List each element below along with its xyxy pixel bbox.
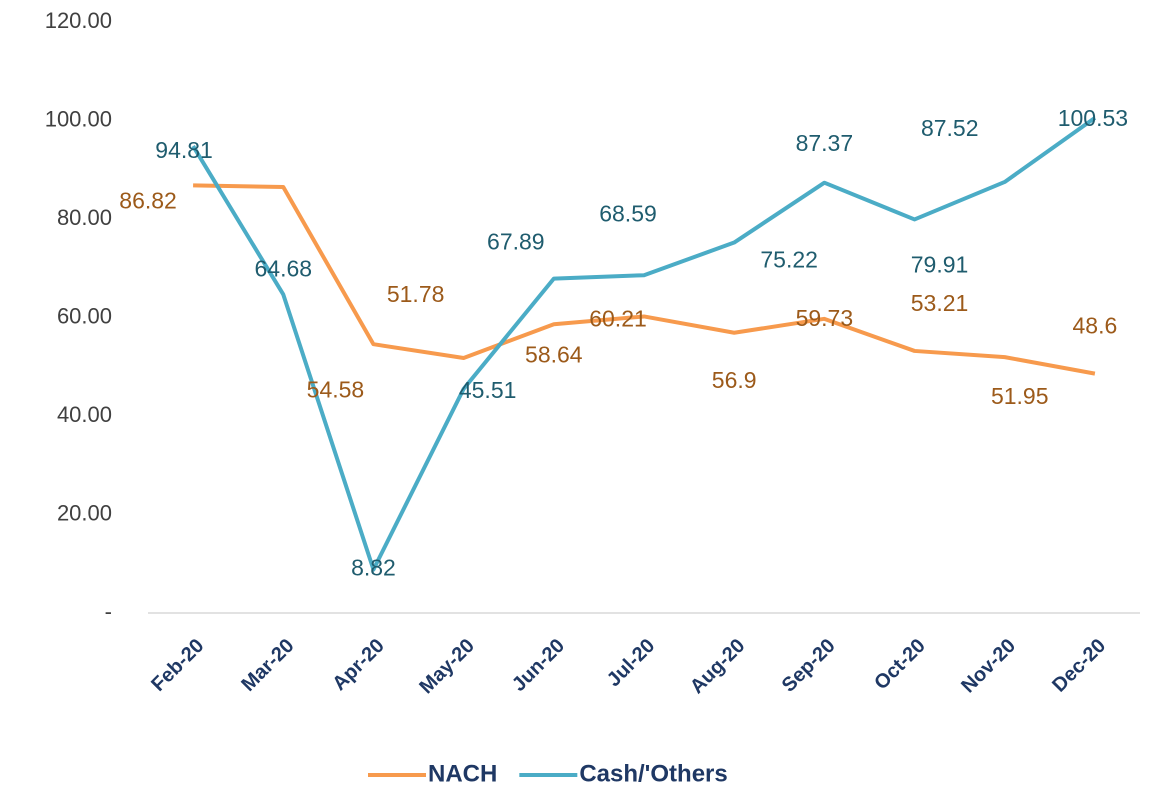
data-label: 79.91 [911, 252, 969, 278]
data-label: 87.37 [796, 130, 854, 156]
data-label: 94.81 [155, 137, 213, 163]
legend-label: Cash/'Others [579, 760, 727, 787]
x-tick-label: Nov-20 [957, 635, 1020, 698]
y-tick-label: 40.00 [57, 402, 112, 427]
data-label: 48.6 [1073, 313, 1118, 339]
line [191, 116, 1097, 572]
legend-label: NACH [428, 760, 497, 787]
x-tick-label: May-20 [415, 635, 479, 699]
x-tick-label: Jun-20 [508, 635, 569, 696]
data-label: 100.53 [1058, 105, 1128, 131]
data-label: 56.9 [712, 367, 757, 393]
x-tick-label: Sep-20 [778, 635, 840, 697]
x-tick-label: Oct-20 [870, 635, 930, 695]
x-tick-label: Jul-20 [603, 635, 659, 691]
x-tick-label: Apr-20 [328, 635, 388, 695]
x-tick-label: Feb-20 [147, 635, 208, 696]
y-tick-label: 100.00 [45, 106, 112, 131]
y-tick-label: 20.00 [57, 500, 112, 525]
data-label: 64.68 [254, 256, 312, 282]
data-label: 54.58 [307, 376, 365, 402]
x-tick-label: Mar-20 [237, 635, 298, 696]
data-label: 59.73 [796, 305, 854, 331]
data-label: 86.82 [119, 187, 177, 213]
y-tick-label: 80.00 [57, 205, 112, 230]
data-label: 67.89 [487, 229, 545, 255]
y-tick-label: 120.00 [45, 8, 112, 33]
y-tick-label: 60.00 [57, 303, 112, 328]
data-label: 51.78 [387, 281, 445, 307]
data-label: 45.51 [459, 377, 517, 403]
data-label: 75.22 [760, 247, 818, 273]
data-label: 87.52 [921, 115, 979, 141]
data-label: 51.95 [991, 383, 1049, 409]
data-label: 68.59 [599, 200, 657, 226]
x-tick-label: Aug-20 [686, 635, 749, 698]
y-tick-label: - [105, 599, 112, 624]
data-label: 53.21 [911, 290, 969, 316]
data-label: 60.21 [589, 306, 647, 332]
data-label: 8.82 [351, 555, 396, 581]
data-label: 58.64 [525, 341, 583, 367]
x-tick-label: Dec-20 [1048, 635, 1110, 697]
line [193, 183, 1096, 376]
